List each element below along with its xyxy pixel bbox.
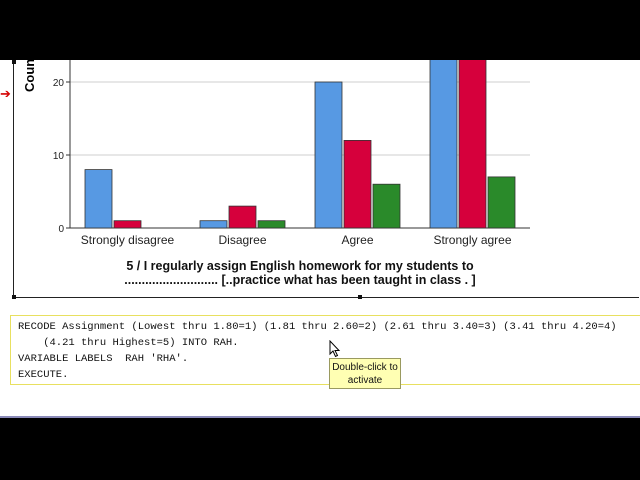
viewer-bottom-border [0, 416, 640, 418]
output-viewer[interactable]: ➔ Count 0 10 20 Strongly disagree Disagree Ag… [0, 60, 640, 418]
x-axis-title-line2: ........................... [..practice … [124, 273, 476, 287]
y-tick-label: 10 [53, 151, 65, 162]
syntax-block[interactable]: RECODE Assignment (Lowest thru 1.80=1) (… [10, 315, 640, 385]
tooltip-line-1: Double-click to [332, 362, 398, 373]
syntax-line-4: EXECUTE. [18, 369, 69, 381]
resize-handle-bottom-left[interactable] [12, 295, 16, 299]
bar-agree-series-2 [343, 140, 372, 229]
bar-agree-series-1 [314, 81, 343, 229]
bar-disagree-series-3 [257, 220, 286, 229]
bar-agree-series-3 [372, 183, 401, 229]
chart-frame[interactable] [13, 60, 639, 298]
bar-chart[interactable]: 0 10 20 Strongly disagree Disagree Agree Stron… [0, 60, 640, 297]
bar-strongly-agree-series-1 [429, 60, 458, 229]
x-axis-title-line1: 5 / I regularly assign English homework … [126, 259, 474, 273]
tooltip-line-2: activate [347, 374, 383, 386]
resize-handle-top-left[interactable] [12, 60, 16, 64]
mouse-pointer-icon [329, 340, 341, 358]
bar-strongly-agree-series-3 [487, 176, 516, 229]
bar-strongly-disagree-series-1 [84, 169, 113, 229]
x-tick-label: Strongly disagree [81, 233, 175, 247]
syntax-line-1: RECODE Assignment (Lowest thru 1.80=1) (… [18, 321, 617, 333]
bar-strongly-agree-series-2 [458, 60, 487, 229]
y-tick-label: 0 [58, 224, 64, 235]
bar-disagree-series-2 [228, 205, 257, 229]
y-tick-label: 20 [53, 78, 65, 89]
x-tick-label: Disagree [218, 233, 266, 247]
x-tick-label: Agree [341, 233, 373, 247]
bar-strongly-disagree-series-2 [113, 220, 142, 229]
syntax-line-2: (4.21 thru Highest=5) INTO RAH. [18, 337, 239, 349]
red-arrow-icon: ➔ [0, 86, 11, 101]
syntax-line-3: VARIABLE LABELS RAH 'RHA'. [18, 353, 189, 365]
x-tick-label: Strongly agree [433, 233, 511, 247]
bar-disagree-series-1 [199, 220, 228, 229]
activate-tooltip: Double-click to activate [329, 358, 401, 389]
resize-handle-bottom-middle[interactable] [358, 295, 362, 299]
